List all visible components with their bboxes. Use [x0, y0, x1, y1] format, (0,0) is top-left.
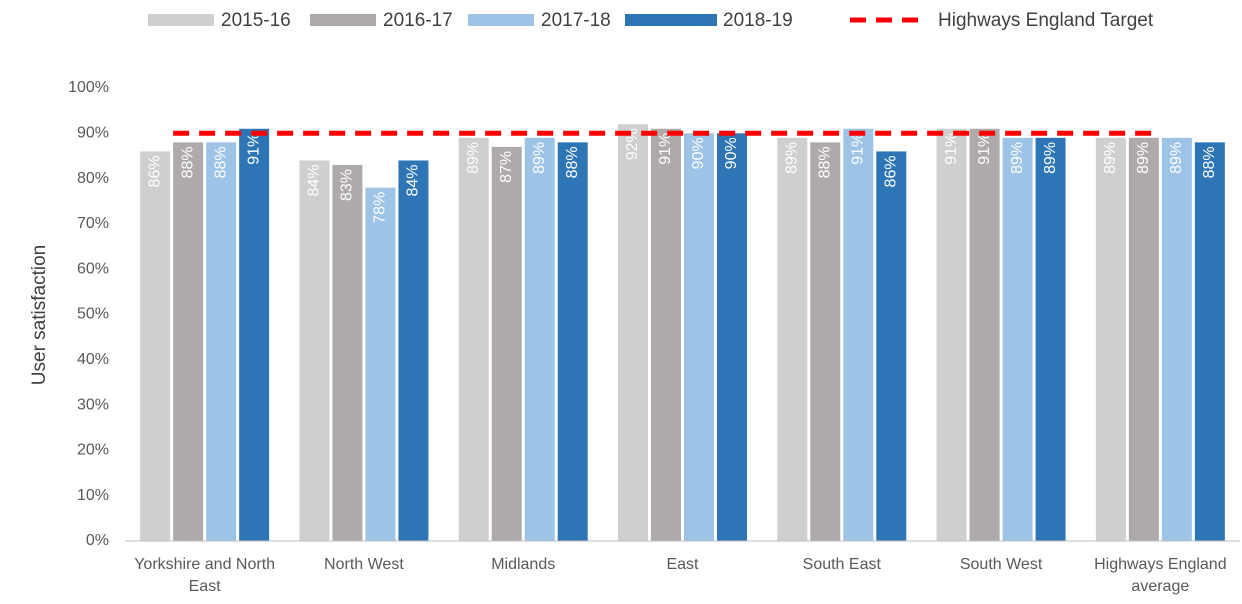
bar	[876, 151, 907, 542]
y-tick-label: 0%	[86, 532, 109, 549]
data-label: 88%	[817, 146, 834, 178]
data-label: 89%	[1102, 142, 1119, 174]
x-tick-label: Yorkshire and North East	[134, 556, 276, 595]
y-tick-label: 90%	[77, 125, 109, 142]
x-tick-label: Highways England average	[1094, 556, 1227, 595]
legend-label: Highways England Target	[938, 10, 1154, 31]
bar	[843, 128, 874, 541]
bar	[684, 133, 714, 542]
data-label: 89%	[531, 142, 548, 174]
bar	[332, 165, 363, 541]
data-label: 84%	[306, 164, 323, 196]
bar	[1002, 137, 1033, 541]
bar	[1128, 137, 1159, 541]
bar	[491, 146, 522, 541]
data-label: 89%	[784, 142, 801, 174]
bar	[299, 160, 330, 542]
data-label: 89%	[1135, 142, 1152, 174]
y-tick-label: 10%	[77, 487, 109, 504]
data-label: 92%	[624, 128, 641, 160]
bar	[173, 142, 204, 542]
x-tick-label: South East	[802, 556, 881, 573]
data-label: 86%	[146, 155, 163, 187]
x-tick-label: Midlands	[491, 556, 556, 573]
data-label: 78%	[372, 192, 389, 224]
legend-label: 2018-19	[723, 10, 793, 31]
legend-label: 2015-16	[221, 10, 291, 31]
y-tick-label: 60%	[77, 260, 109, 277]
bar	[618, 124, 648, 542]
bar	[458, 137, 489, 541]
bar	[1161, 137, 1192, 541]
bar	[140, 151, 171, 542]
bar	[524, 137, 555, 541]
y-tick-label: 40%	[77, 351, 109, 368]
data-label: 90%	[690, 137, 707, 169]
data-label: 89%	[1009, 142, 1026, 174]
data-label: 88%	[564, 146, 581, 178]
data-label: 91%	[245, 133, 262, 165]
data-label: 88%	[1201, 146, 1218, 178]
bar	[557, 142, 588, 542]
data-label: 87%	[498, 151, 515, 183]
y-tick-label: 70%	[77, 215, 109, 232]
bar	[651, 128, 681, 541]
data-label: 86%	[883, 155, 900, 187]
bar	[1194, 142, 1225, 542]
y-tick-label: 100%	[68, 79, 109, 96]
y-tick-label: 80%	[77, 170, 109, 187]
data-label: 91%	[976, 133, 993, 165]
bar	[398, 160, 429, 542]
bar	[239, 128, 270, 541]
legend-swatch	[468, 14, 534, 26]
data-label: 83%	[339, 169, 356, 201]
bar	[777, 137, 808, 541]
data-label: 90%	[723, 137, 740, 169]
legend-label: 2017-18	[541, 10, 611, 31]
bar	[206, 142, 237, 542]
y-tick-label: 30%	[77, 396, 109, 413]
y-axis-label: User satisfaction	[29, 245, 50, 385]
bar	[1035, 137, 1066, 541]
bar	[810, 142, 841, 542]
data-label: 89%	[1042, 142, 1059, 174]
data-label: 91%	[850, 133, 867, 165]
y-tick-label: 20%	[77, 442, 109, 459]
data-label: 91%	[657, 133, 674, 165]
data-label: 89%	[465, 142, 482, 174]
data-label: 84%	[405, 164, 422, 196]
legend-swatch	[625, 14, 717, 26]
data-label: 88%	[179, 146, 196, 178]
bar	[365, 187, 396, 541]
bar	[936, 128, 967, 541]
x-tick-label: North West	[324, 556, 404, 573]
y-tick-label: 50%	[77, 306, 109, 323]
data-label: 91%	[943, 133, 960, 165]
data-label: 89%	[1168, 142, 1185, 174]
bar	[969, 128, 1000, 541]
legend-label: 2016-17	[383, 10, 453, 31]
legend-swatch	[310, 14, 376, 26]
x-tick-label: East	[666, 556, 699, 573]
legend-swatch	[148, 14, 214, 26]
x-tick-label: South West	[959, 556, 1043, 573]
bar	[717, 133, 747, 542]
data-label: 88%	[212, 146, 229, 178]
bar	[1095, 137, 1126, 541]
